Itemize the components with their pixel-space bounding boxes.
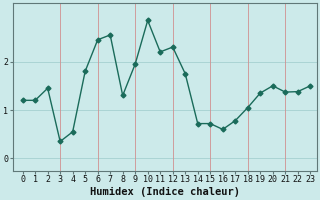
X-axis label: Humidex (Indice chaleur): Humidex (Indice chaleur) <box>90 186 240 197</box>
